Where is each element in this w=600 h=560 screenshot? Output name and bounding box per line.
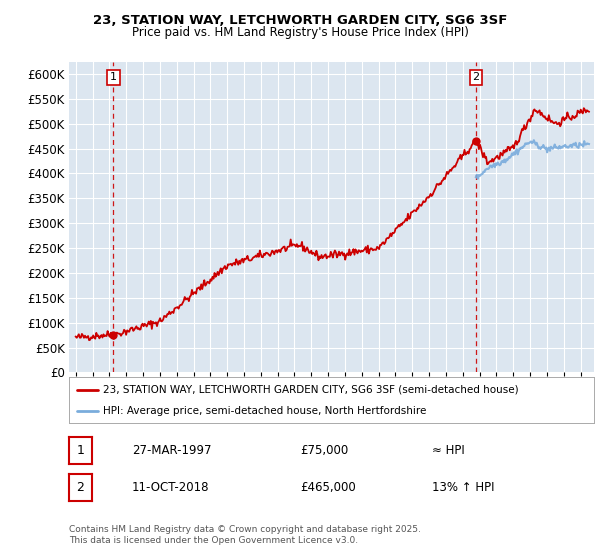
Text: 2: 2 (472, 72, 479, 82)
Text: 1: 1 (110, 72, 117, 82)
Text: 13% ↑ HPI: 13% ↑ HPI (432, 480, 494, 494)
Text: 23, STATION WAY, LETCHWORTH GARDEN CITY, SG6 3SF (semi-detached house): 23, STATION WAY, LETCHWORTH GARDEN CITY,… (103, 385, 519, 395)
Text: Contains HM Land Registry data © Crown copyright and database right 2025.
This d: Contains HM Land Registry data © Crown c… (69, 525, 421, 545)
Text: 1: 1 (76, 444, 85, 458)
Text: £75,000: £75,000 (300, 444, 348, 458)
Text: 23, STATION WAY, LETCHWORTH GARDEN CITY, SG6 3SF: 23, STATION WAY, LETCHWORTH GARDEN CITY,… (93, 14, 507, 27)
Text: Price paid vs. HM Land Registry's House Price Index (HPI): Price paid vs. HM Land Registry's House … (131, 26, 469, 39)
Text: 2: 2 (76, 480, 85, 494)
Text: 27-MAR-1997: 27-MAR-1997 (132, 444, 212, 458)
Text: HPI: Average price, semi-detached house, North Hertfordshire: HPI: Average price, semi-detached house,… (103, 407, 427, 416)
Text: ≈ HPI: ≈ HPI (432, 444, 465, 458)
Text: 11-OCT-2018: 11-OCT-2018 (132, 480, 209, 494)
Text: £465,000: £465,000 (300, 480, 356, 494)
